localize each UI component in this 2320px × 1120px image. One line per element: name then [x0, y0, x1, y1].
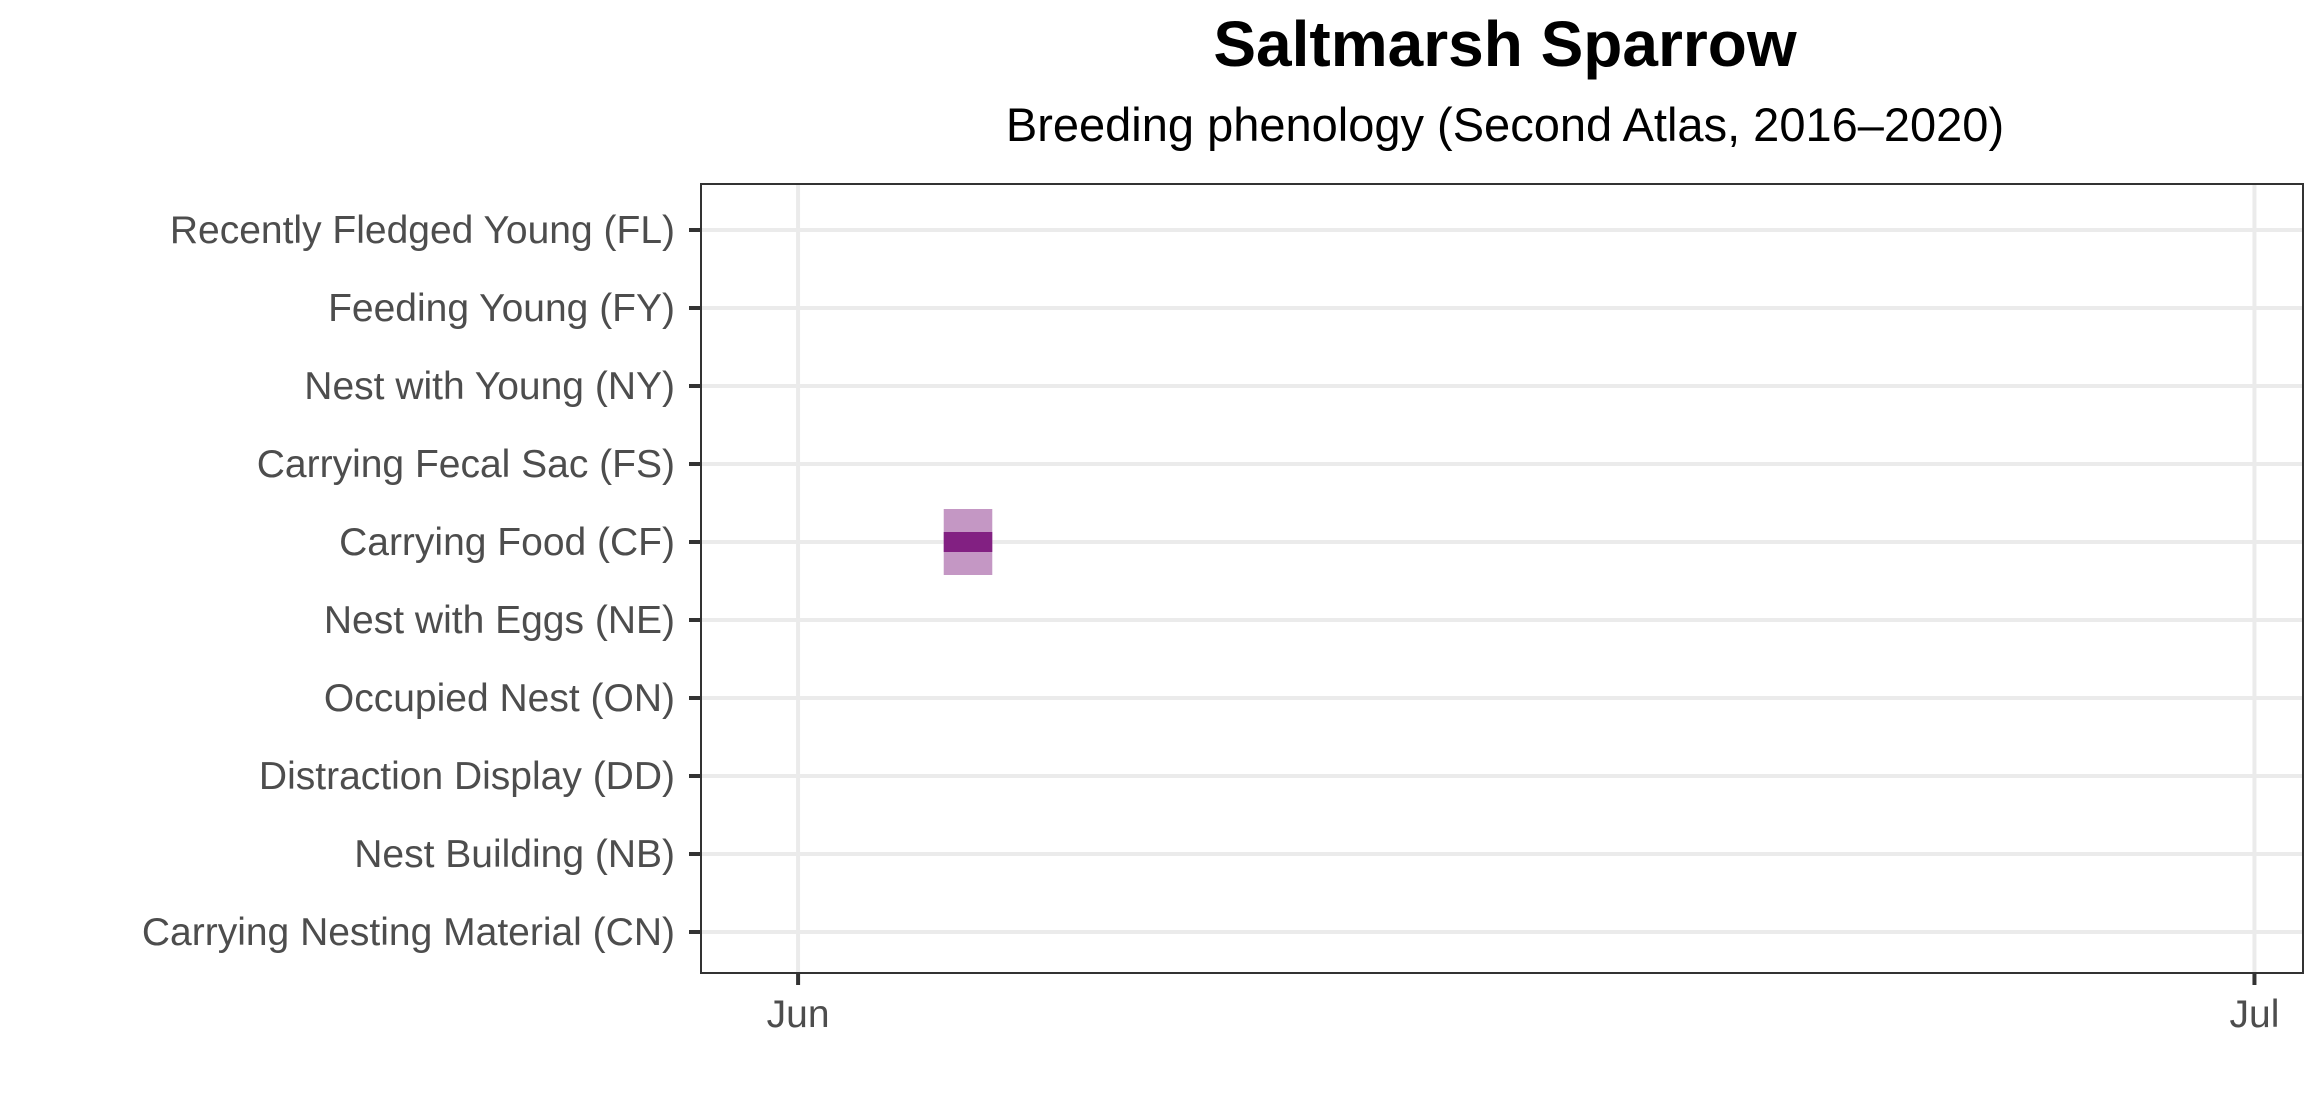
y-axis: Recently Fledged Young (FL) Feeding Young… — [142, 209, 701, 954]
y-category-label: Occupied Nest (ON) — [324, 677, 675, 720]
x-tick-label: Jul — [2230, 993, 2280, 1036]
plot-panel-border — [700, 183, 2304, 974]
phenology-marks — [943, 509, 993, 575]
y-category-label: Nest with Young (NY) — [304, 365, 675, 408]
vertical-gridlines — [796, 184, 2257, 973]
x-tick-label: Jun — [767, 993, 830, 1036]
horizontal-gridlines — [701, 228, 2303, 934]
range-band-inner — [943, 532, 993, 552]
y-category-label: Carrying Fecal Sac (FS) — [257, 443, 675, 486]
y-category-label: Feeding Young (FY) — [328, 287, 675, 330]
chart-title: Saltmarsh Sparrow — [1213, 8, 1797, 80]
y-category-label: Nest with Eggs (NE) — [324, 599, 675, 642]
y-category-label: Carrying Food (CF) — [339, 521, 675, 564]
x-axis: Jun Jul — [767, 973, 2280, 1036]
y-category-label: Nest Building (NB) — [354, 833, 675, 876]
y-category-label: Carrying Nesting Material (CN) — [142, 911, 675, 954]
y-category-label: Recently Fledged Young (FL) — [170, 209, 675, 252]
y-category-label: Distraction Display (DD) — [259, 755, 675, 798]
plot-panel — [701, 184, 2303, 973]
chart-subtitle: Breeding phenology (Second Atlas, 2016–2… — [1006, 98, 2004, 151]
